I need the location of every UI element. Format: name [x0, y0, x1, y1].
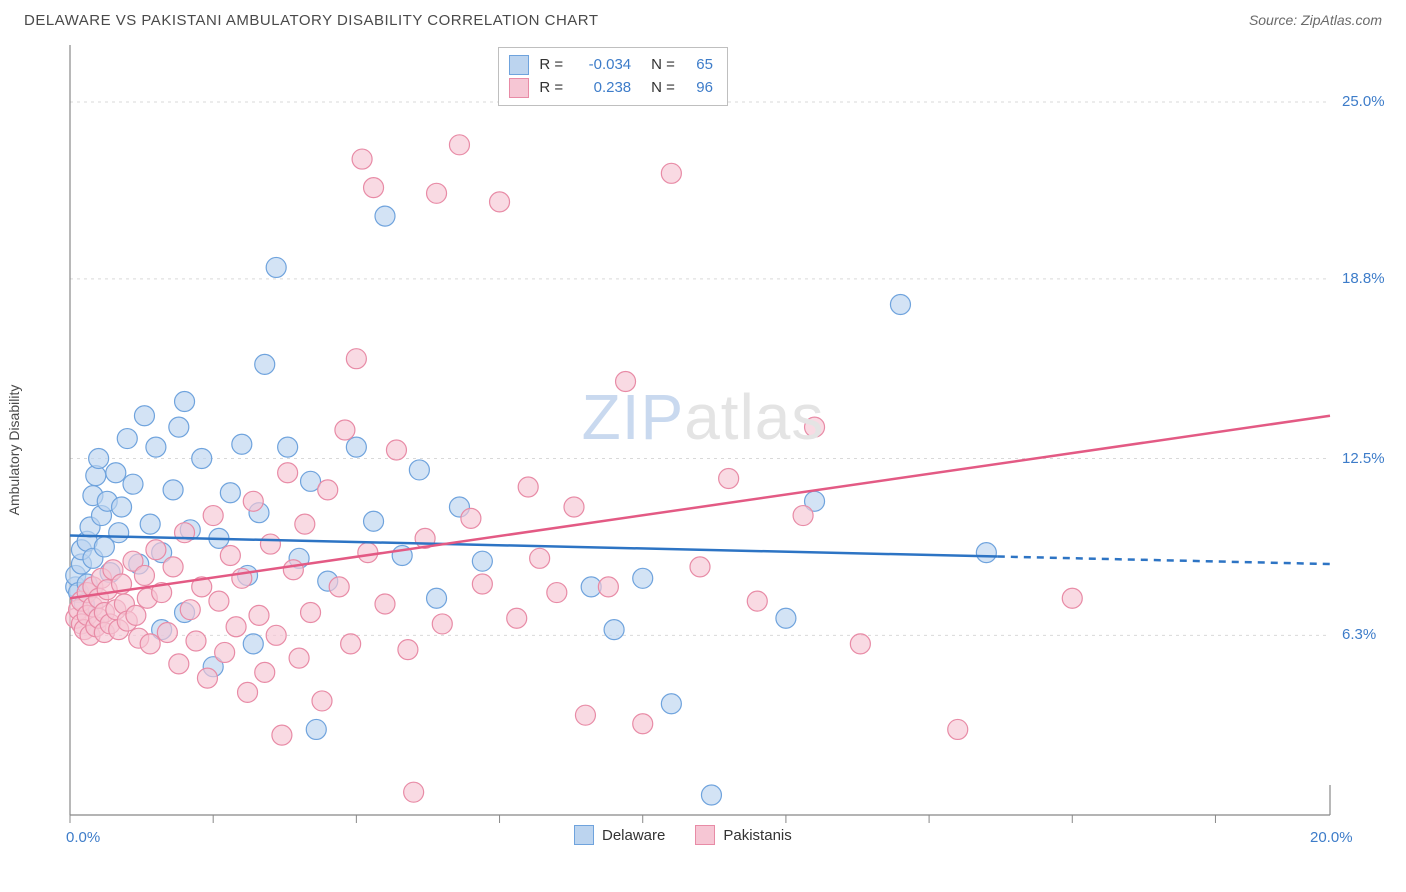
y-tick-label: 18.8%	[1342, 270, 1385, 287]
chart-area: Ambulatory Disability ZIPatlas R =-0.034…	[20, 35, 1386, 865]
legend-swatch	[509, 55, 529, 75]
stat-n-label: N =	[651, 54, 675, 77]
y-tick-label: 12.5%	[1342, 450, 1385, 467]
y-axis-label: Ambulatory Disability	[6, 385, 22, 516]
source-label: Source: ZipAtlas.com	[1249, 12, 1382, 28]
stat-r-label: R =	[539, 77, 563, 100]
stat-n-value: 96	[685, 77, 713, 100]
y-tick-label: 25.0%	[1342, 93, 1385, 110]
stat-r-label: R =	[539, 54, 563, 77]
legend-item: Delaware	[574, 825, 665, 845]
stats-legend: R = -0.034 N = 65 R = 0.238 N = 96	[498, 47, 728, 106]
stat-n-value: 65	[685, 54, 713, 77]
stat-r-value: 0.238	[573, 77, 631, 100]
y-tick-label: 6.3%	[1342, 626, 1376, 643]
chart-title: DELAWARE VS PAKISTANI AMBULATORY DISABIL…	[24, 12, 599, 29]
series-legend: Delaware Pakistanis	[574, 825, 792, 845]
legend-item: Pakistanis	[695, 825, 791, 845]
x-axis-max-label: 20.0%	[1310, 829, 1353, 846]
legend-swatch	[695, 825, 715, 845]
legend-swatch	[509, 78, 529, 98]
stat-n-label: N =	[651, 77, 675, 100]
chart-svg	[20, 35, 1386, 865]
legend-swatch	[574, 825, 594, 845]
x-axis-min-label: 0.0%	[66, 829, 100, 846]
legend-label: Delaware	[602, 827, 665, 844]
stats-legend-row: R = 0.238 N = 96	[509, 77, 713, 100]
stats-legend-row: R = -0.034 N = 65	[509, 54, 713, 77]
legend-label: Pakistanis	[723, 827, 791, 844]
stat-r-value: -0.034	[573, 54, 631, 77]
